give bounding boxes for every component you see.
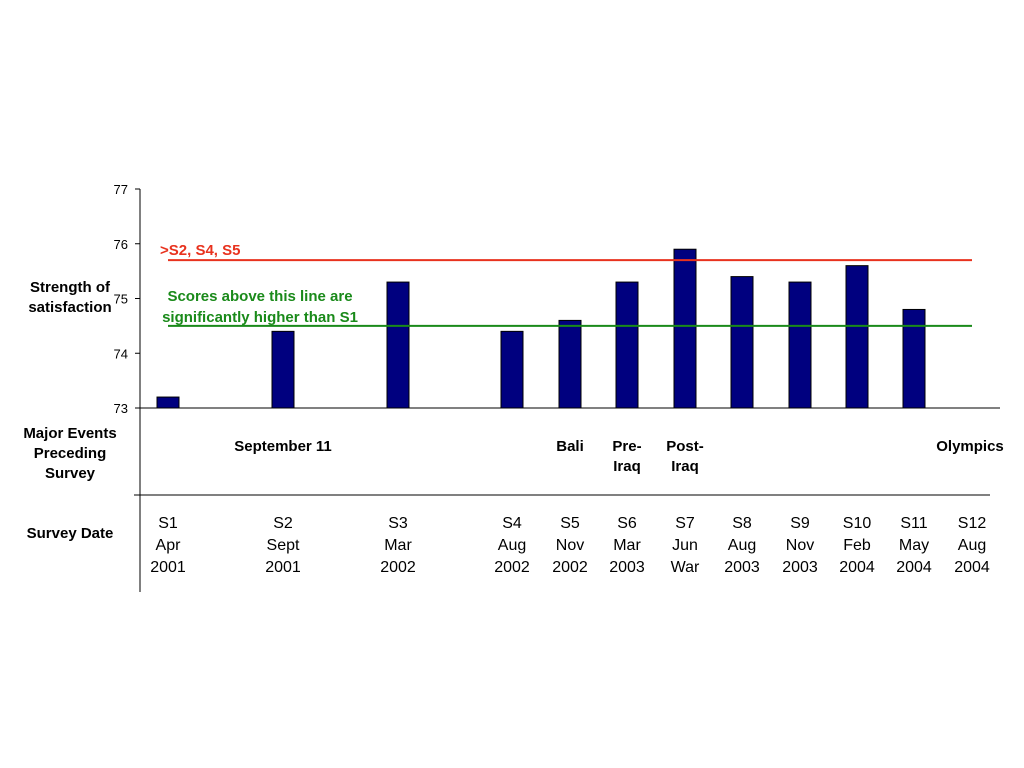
survey-date-s5: S5 Nov 2002 (552, 515, 588, 576)
y-tick-label: 76 (114, 237, 128, 252)
bar-s10 (845, 265, 869, 409)
survey-date-s9: S9 Nov 2003 (782, 515, 818, 576)
bar-s4 (500, 330, 524, 409)
bar-s8 (730, 276, 754, 409)
event-label: Pre- Iraq (612, 438, 642, 475)
bar-s3 (386, 281, 410, 409)
survey-date-s10: S10 Feb 2004 (839, 515, 875, 576)
bar-s2 (271, 330, 295, 409)
bar-s1 (156, 396, 180, 409)
survey-date-s7: S7 Jun War (670, 515, 700, 576)
event-label: Olympics (936, 438, 1004, 455)
event-label: Bali (556, 438, 584, 455)
bar-s7 (673, 248, 697, 409)
survey-date-s12: S12 Aug 2004 (954, 515, 990, 576)
bar-s6 (615, 281, 639, 409)
survey-date-s4: S4 Aug 2002 (494, 515, 530, 576)
survey-date-s11: S11 May 2004 (896, 515, 932, 576)
y-axis-label: Strength of satisfaction (28, 279, 112, 316)
y-tick-label: 74 (114, 346, 128, 361)
bar-s11 (902, 308, 926, 409)
event-label: September 11 (234, 438, 332, 455)
events-row-label: Major Events Preceding Survey (23, 425, 117, 482)
reference-line-label-red: >S2, S4, S5 (160, 242, 241, 259)
survey-date-s8: S8 Aug 2003 (724, 515, 760, 576)
survey-date-s6: S6 Mar 2003 (609, 515, 645, 576)
bar-s9 (788, 281, 812, 409)
date-row-label: Survey Date (26, 525, 114, 542)
y-tick-label: 73 (114, 401, 128, 416)
reference-line-label-green: Scores above this line are significantly… (162, 288, 358, 326)
reference-lines-layer (168, 259, 972, 327)
event-label: Post- Iraq (666, 438, 704, 475)
survey-date-s1: S1 Apr 2001 (150, 515, 186, 576)
y-tick-label: 77 (114, 182, 128, 197)
bar-s5 (558, 319, 582, 409)
survey-date-s2: S2 Sept 2001 (265, 515, 301, 576)
survey-date-s3: S3 Mar 2002 (380, 515, 416, 576)
y-tick-label: 75 (114, 292, 128, 307)
bars-layer (156, 248, 926, 409)
